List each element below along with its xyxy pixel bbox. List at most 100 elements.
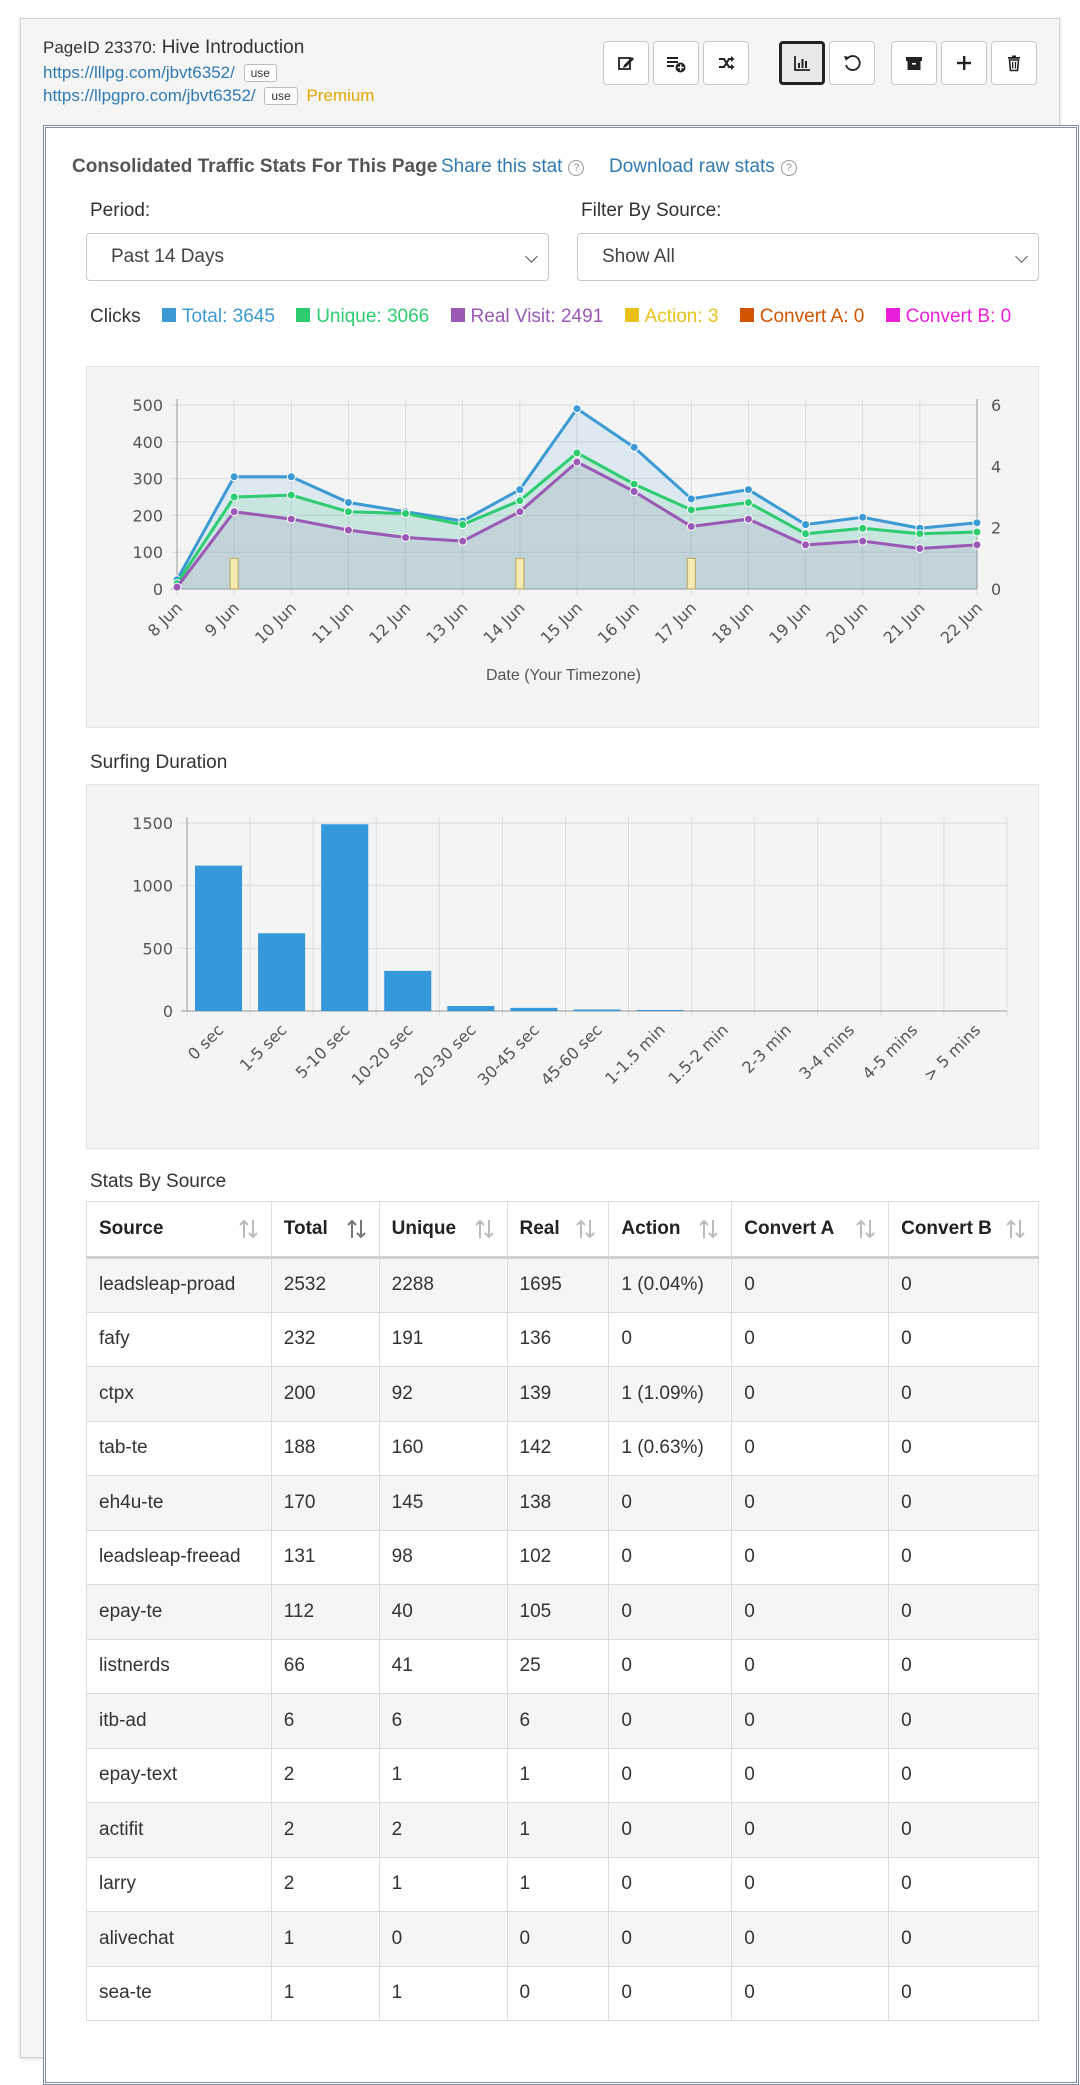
use-button[interactable]: use — [243, 64, 277, 82]
table-cell: 2 — [270, 1856, 380, 1912]
table-cell: 0 — [608, 1638, 733, 1694]
legend-title: Clicks — [90, 306, 141, 327]
share-stat-link[interactable]: Share this stat? — [441, 156, 585, 178]
legend-swatch — [624, 308, 639, 322]
table-cell: fafy — [86, 1311, 272, 1367]
duration-bar — [447, 1005, 495, 1011]
table-cell: 102 — [506, 1529, 610, 1585]
stats-button[interactable] — [779, 41, 825, 85]
reset-button[interactable] — [829, 41, 875, 85]
stats-title: Consolidated Traffic Stats For This Page — [72, 156, 438, 177]
x-tick-label: 0 sec — [184, 1020, 227, 1063]
table-cell: 131 — [270, 1529, 380, 1585]
data-point — [572, 457, 582, 467]
archive-button[interactable] — [891, 41, 937, 85]
legend-label: Convert A: 0 — [759, 306, 865, 327]
data-point — [629, 479, 639, 489]
table-cell: 1 — [506, 1856, 610, 1912]
y-tick-label: 200 — [132, 506, 163, 525]
sort-icon[interactable] — [1006, 1218, 1026, 1240]
help-icon[interactable]: ? — [568, 160, 585, 176]
data-point — [286, 514, 296, 524]
table-cell: 0 — [731, 1638, 890, 1694]
table-cell: ctpx — [86, 1366, 272, 1422]
table-row: tab-te 188 160 142 1 (0.63%) 0 0 — [86, 1420, 1039, 1476]
series-area — [177, 452, 977, 589]
data-point — [629, 442, 639, 452]
shuffle-button[interactable] — [703, 41, 749, 85]
table-cell: larry — [86, 1856, 272, 1912]
column-header[interactable]: Unique — [378, 1201, 508, 1259]
table-cell: 0 — [888, 1366, 1039, 1422]
period-label: Period: — [90, 200, 151, 221]
table-cell: 0 — [608, 1965, 733, 2021]
table-cell: 105 — [506, 1584, 610, 1640]
legend-item[interactable]: Unique: 3066 — [296, 306, 429, 327]
delete-button[interactable] — [991, 41, 1037, 85]
playlist-add-icon — [667, 57, 686, 73]
legend-item[interactable]: Convert A: 0 — [739, 306, 865, 327]
table-cell: 1 — [506, 1802, 610, 1858]
sort-icon[interactable] — [699, 1218, 719, 1240]
table-row: ctpx 200 92 139 1 (1.09%) 0 0 — [86, 1366, 1039, 1422]
legend-swatch — [450, 308, 465, 322]
data-point — [515, 507, 525, 517]
table-cell: 0 — [731, 1366, 890, 1422]
legend-swatch — [885, 308, 900, 322]
legend-item[interactable]: Total: 3645 — [161, 306, 275, 327]
data-point — [401, 509, 411, 519]
page-url-link[interactable]: https://lllpg.com/jbvt6352/ — [43, 63, 235, 82]
column-header[interactable]: Real — [506, 1201, 610, 1259]
legend-label: Real Visit: 2491 — [470, 306, 604, 327]
page-title: PageID 23370: Hive Introduction — [43, 35, 603, 61]
data-point — [458, 536, 468, 546]
column-header[interactable]: Total — [270, 1201, 380, 1259]
y-tick-label: 300 — [132, 470, 163, 489]
table-cell: epay-text — [86, 1747, 272, 1803]
x-tick-label: 14 Jun — [480, 598, 529, 647]
column-header[interactable]: Source — [86, 1201, 272, 1259]
x-tick-label: 15 Jun — [537, 598, 586, 647]
add-page-button[interactable] — [941, 41, 987, 85]
action-bar — [229, 557, 239, 590]
data-point — [343, 498, 353, 508]
sort-icon[interactable] — [576, 1218, 596, 1240]
data-point — [858, 523, 868, 533]
table-row: actifit 2 2 1 0 0 0 — [86, 1802, 1039, 1858]
help-icon[interactable]: ? — [780, 160, 797, 176]
pro-url-link[interactable]: https://llpgpro.com/jbvt6352/ — [43, 86, 256, 105]
column-header[interactable]: Action — [608, 1201, 733, 1259]
x-tick-label: 8 Jun — [144, 598, 186, 640]
data-point — [229, 472, 239, 482]
download-stats-link[interactable]: Download raw stats? — [609, 156, 797, 178]
x-tick-label: 2-3 min — [738, 1020, 795, 1077]
table-row: fafy 232 191 136 0 0 0 — [86, 1311, 1039, 1367]
table-cell: 2 — [270, 1747, 380, 1803]
period-select[interactable]: Past 14 Days — [86, 233, 549, 281]
legend-item[interactable]: Convert B: 0 — [885, 306, 1011, 327]
table-cell: 1 — [378, 1856, 508, 1912]
sort-icon[interactable] — [856, 1218, 876, 1240]
legend-label: Action: 3 — [644, 306, 719, 327]
table-cell: 0 — [888, 1420, 1039, 1476]
column-header[interactable]: Convert A — [731, 1201, 890, 1259]
sort-desc-icon[interactable] — [346, 1218, 367, 1240]
table-cell: 1 (1.09%) — [608, 1366, 733, 1422]
add-to-list-button[interactable] — [653, 41, 699, 85]
column-header[interactable]: Convert B — [888, 1201, 1039, 1259]
use-button[interactable]: use — [264, 87, 298, 105]
sort-icon[interactable] — [474, 1218, 495, 1240]
duration-bar — [195, 865, 243, 1011]
sort-icon[interactable] — [239, 1218, 259, 1240]
duration-chart: 0 500 1000 1500 0 sec 1-5 sec 5-10 sec 10-20 se… — [86, 784, 1039, 1149]
table-cell: 2288 — [378, 1257, 508, 1313]
duration-bar — [573, 1009, 621, 1011]
table-cell: 6 — [506, 1693, 610, 1749]
edit-button[interactable] — [603, 41, 649, 85]
legend-item[interactable]: Real Visit: 2491 — [450, 306, 604, 327]
column-header-label: Convert B — [901, 1218, 992, 1239]
table-cell: 0 — [731, 1529, 890, 1585]
data-point — [572, 404, 582, 414]
source-filter-select[interactable]: Show All — [577, 233, 1039, 281]
legend-item[interactable]: Action: 3 — [624, 306, 719, 327]
